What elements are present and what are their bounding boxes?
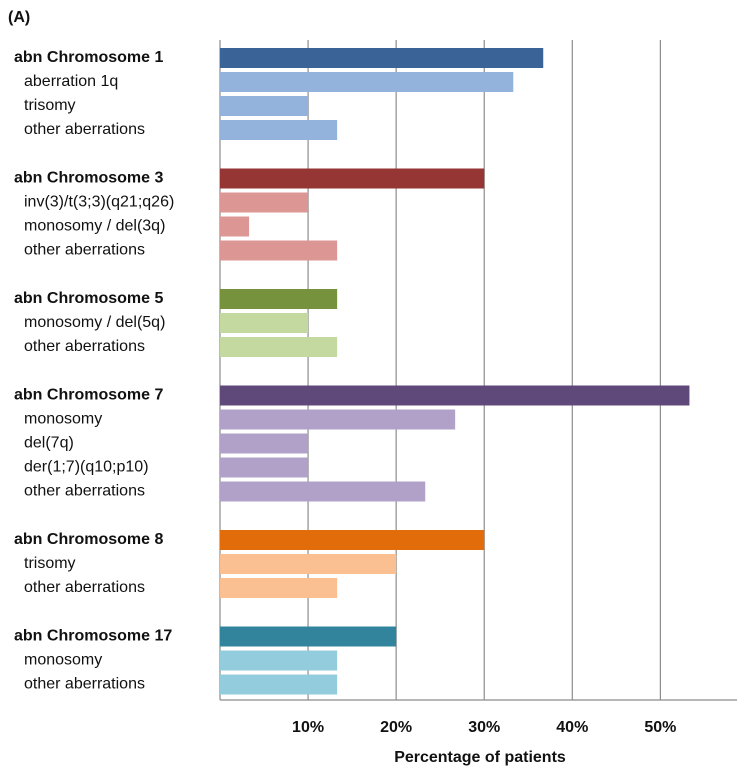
category-label: monosomy — [24, 652, 102, 669]
bar — [220, 240, 338, 261]
bar — [220, 168, 485, 189]
bar — [220, 48, 544, 68]
bar — [220, 457, 309, 478]
bar — [220, 481, 426, 502]
bar — [220, 530, 485, 550]
bar — [220, 337, 338, 357]
category-label: trisomy — [24, 97, 76, 114]
group-label: abn Chromosome 3 — [14, 170, 163, 187]
category-label: aberration 1q — [24, 73, 118, 90]
group-label: abn Chromosome 1 — [14, 49, 163, 66]
bar — [220, 554, 397, 574]
x-tick-label: 40% — [556, 719, 588, 736]
bar — [220, 192, 309, 213]
bar — [220, 433, 309, 454]
category-label: other aberrations — [24, 579, 145, 596]
category-label: trisomy — [24, 555, 76, 572]
group-label: abn Chromosome 8 — [14, 531, 163, 548]
group-label: abn Chromosome 5 — [14, 290, 163, 307]
x-tick-label: 20% — [380, 719, 412, 736]
category-label: der(1;7)(q10;p10) — [24, 459, 149, 476]
bar — [220, 120, 338, 140]
bar — [220, 409, 456, 430]
bar — [220, 385, 690, 406]
x-tick-label: 50% — [644, 719, 676, 736]
category-label: inv(3)/t(3;3)(q21;q26) — [24, 194, 174, 211]
bar — [220, 72, 514, 92]
bar — [220, 313, 309, 333]
group-label: abn Chromosome 7 — [14, 387, 163, 404]
category-label: other aberrations — [24, 338, 145, 355]
bar — [220, 626, 397, 647]
group-label: abn Chromosome 17 — [14, 628, 172, 645]
bar — [220, 674, 338, 695]
category-label: other aberrations — [24, 676, 145, 693]
category-label: monosomy / del(5q) — [24, 314, 165, 331]
x-tick-label: 30% — [468, 719, 500, 736]
chart-title: (A) — [8, 9, 30, 26]
bar — [220, 96, 309, 116]
x-tick-label: 10% — [292, 719, 324, 736]
category-label: monosomy — [24, 411, 102, 428]
category-label: del(7q) — [24, 435, 74, 452]
category-label: other aberrations — [24, 242, 145, 259]
category-label: monosomy / del(3q) — [24, 218, 165, 235]
category-label: other aberrations — [24, 483, 145, 500]
bar — [220, 650, 338, 671]
category-label: other aberrations — [24, 121, 145, 138]
x-axis-label: Percentage of patients — [394, 749, 566, 766]
bar — [220, 578, 338, 598]
bar — [220, 289, 338, 309]
bar — [220, 216, 250, 237]
